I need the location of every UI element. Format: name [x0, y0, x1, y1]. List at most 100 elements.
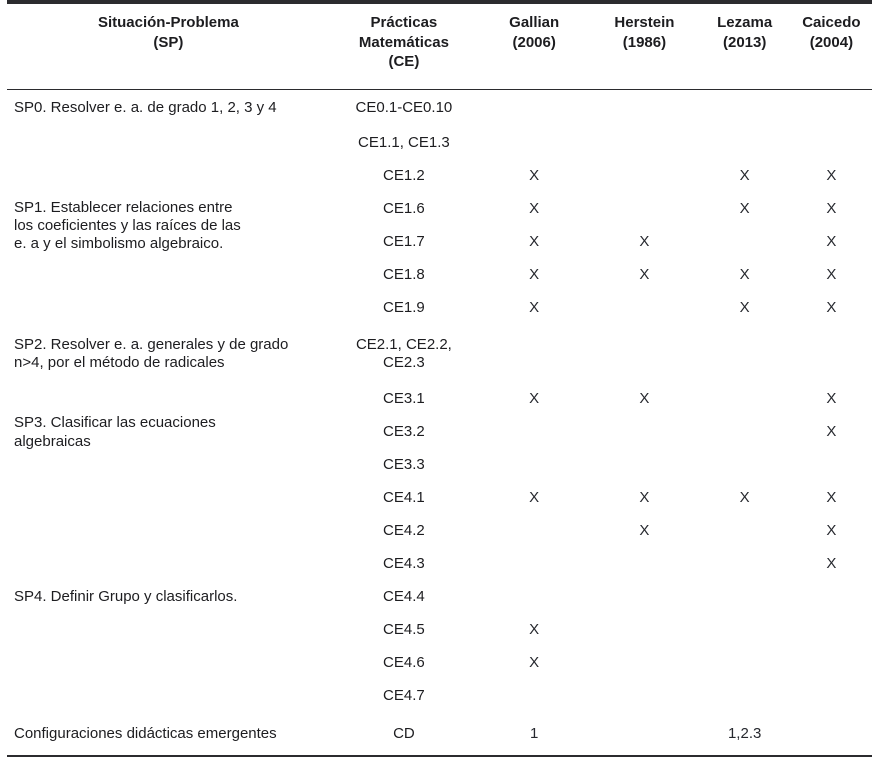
mark-cell: X — [529, 299, 540, 317]
mark-cell: X — [826, 266, 837, 284]
mark-cell: X — [639, 489, 650, 507]
mark-cell — [699, 226, 791, 259]
mark-cell: X — [529, 233, 540, 251]
mark-cell — [478, 581, 590, 614]
mark-cell — [590, 193, 698, 226]
mark-cell — [590, 680, 698, 713]
mark-cell — [590, 325, 698, 383]
table-row: CE4.2 X X — [7, 515, 872, 548]
table-header: Situación-Problema (SP) Prácticas Matemá… — [7, 2, 872, 90]
table-row: CE4.4 — [7, 581, 872, 614]
table-body: SP0. Resolver e. a. de grado 1, 2, 3 y 4… — [7, 90, 872, 757]
col-header-herstein: Herstein (1986) — [590, 2, 699, 90]
mark-cell — [791, 325, 872, 383]
sp-ce-authors-table: Situación-Problema (SP) Prácticas Matemá… — [7, 0, 872, 757]
mark-cell — [791, 647, 872, 680]
mark-cell — [699, 90, 791, 128]
mark-cell — [699, 416, 791, 449]
mark-cell — [590, 292, 698, 325]
table-row: CE4.6 X — [7, 647, 872, 680]
ce-cell: CE4.4 — [383, 588, 425, 606]
mark-cell: X — [826, 555, 837, 573]
mark-cell — [590, 90, 698, 128]
ce-cell: CE1.9 — [383, 299, 425, 317]
mark-cell — [699, 614, 791, 647]
mark-cell: X — [529, 390, 540, 408]
mark-cell: X — [739, 266, 750, 284]
mark-cell — [791, 581, 872, 614]
mark-cell — [791, 614, 872, 647]
sp1-label: SP1. Establecer relaciones entre los coe… — [14, 198, 241, 253]
mark-cell: X — [639, 522, 650, 540]
ce-cell: CE0.1-CE0.10 — [355, 99, 453, 117]
mark-cell: X — [529, 489, 540, 507]
mark-cell — [699, 515, 791, 548]
col-header-situacion-problema: Situación-Problema (SP) — [7, 2, 330, 90]
ce-cell: CE1.6 — [383, 200, 425, 218]
mark-cell — [478, 515, 590, 548]
table-row: SP4. Definir Grupo y clasificarlos. CE4.… — [7, 482, 872, 605]
table-row: SP1. Establecer relaciones entre los coe… — [7, 127, 872, 252]
mark-cell: X — [529, 621, 540, 639]
configuraciones-didacticas-label: Configuraciones didácticas emergentes — [14, 724, 277, 742]
ce-cell: CE3.2 — [383, 423, 425, 441]
mark-cell: X — [529, 167, 540, 185]
sp2-label: SP2. Resolver e. a. generales y de grado… — [14, 335, 289, 371]
ce-cell: CE3.3 — [383, 456, 425, 474]
ce-cell: CE1.2 — [383, 167, 425, 185]
table-row: CE3.2 X — [7, 416, 872, 449]
col-header-caicedo: Caicedo (2004) — [790, 2, 872, 90]
mark-cell — [590, 647, 698, 680]
mark-cell — [590, 581, 698, 614]
mark-cell — [699, 680, 791, 713]
ce-cell: CE4.2 — [383, 522, 425, 540]
col-header-practicas-matematicas: Prácticas Matemáticas (CE) — [329, 2, 479, 90]
col-header-lezama: Lezama (2013) — [698, 2, 791, 90]
mark-cell — [791, 90, 872, 128]
col-header-gallian: Gallian (2006) — [478, 2, 591, 90]
mark-cell — [478, 449, 590, 482]
mark-cell: X — [529, 200, 540, 218]
ce-cell: CE4.6 — [383, 654, 425, 672]
mark-cell: X — [826, 390, 837, 408]
ce-cell: CE2.1, CE2.2, CE2.3 — [355, 335, 452, 371]
table-row: CE1.6 X X X — [7, 193, 872, 226]
ce-cell: CE1.1, CE1.3 — [358, 134, 450, 152]
mark-cell: 1 — [530, 724, 539, 742]
mark-cell — [699, 325, 791, 383]
mark-cell: X — [826, 423, 837, 441]
mark-cell — [478, 127, 590, 160]
mark-cell: X — [739, 200, 750, 218]
mark-cell: X — [826, 167, 837, 185]
table-row: SP0. Resolver e. a. de grado 1, 2, 3 y 4… — [7, 90, 872, 128]
mark-cell: X — [639, 233, 650, 251]
mark-cell — [590, 713, 698, 756]
ce-cell: CE4.7 — [383, 687, 425, 705]
ce-cell: CE4.1 — [383, 489, 425, 507]
mark-cell — [791, 449, 872, 482]
mark-cell: X — [639, 266, 650, 284]
table-row: CE4.5 X — [7, 614, 872, 647]
mark-cell — [590, 614, 698, 647]
mark-cell: X — [826, 489, 837, 507]
sp0-label: SP0. Resolver e. a. de grado 1, 2, 3 y 4 — [14, 99, 277, 117]
mark-cell — [590, 449, 698, 482]
ce-cell: CE4.5 — [383, 621, 425, 639]
mark-cell — [478, 325, 590, 383]
mark-cell — [699, 449, 791, 482]
mark-cell — [590, 160, 698, 193]
mark-cell — [699, 127, 791, 160]
mark-cell — [699, 647, 791, 680]
table-row: CE3.3 — [7, 449, 872, 482]
mark-cell: 1,2.3 — [727, 724, 762, 742]
table-row: SP3. Clasificar las ecuaciones algebraic… — [7, 383, 872, 449]
mark-cell: X — [639, 390, 650, 408]
table-row: CE1.9 X X X — [7, 292, 872, 325]
mark-cell — [590, 548, 698, 581]
table-row: CE1.7 X X X — [7, 226, 872, 259]
table-row: CE1.8 X X X X — [7, 259, 872, 292]
sp3-label: SP3. Clasificar las ecuaciones algebraic… — [14, 414, 216, 450]
mark-cell — [590, 416, 698, 449]
mark-cell — [478, 90, 590, 128]
